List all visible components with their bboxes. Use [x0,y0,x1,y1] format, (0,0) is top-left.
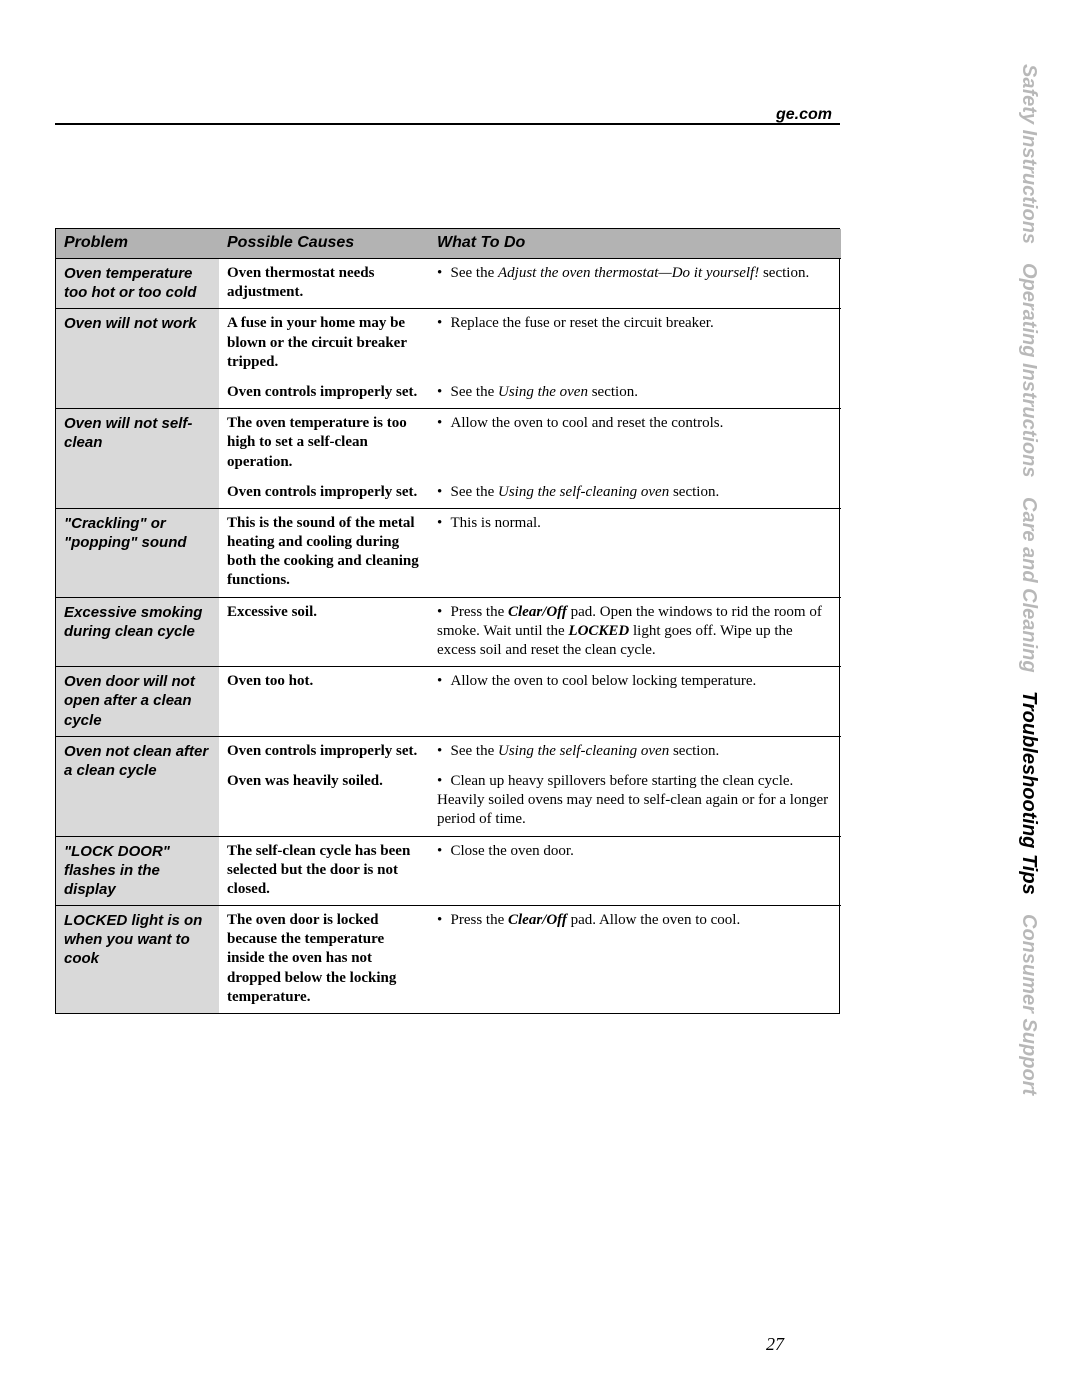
troubleshooting-table: Problem Possible Causes What To Do Oven … [56,229,841,1013]
problem-cell: "Crackling" or "popping" sound [56,508,219,597]
table-row: Oven temperature too hot or too coldOven… [56,259,841,309]
page: ge.com Safety Instructions Operating Inst… [0,0,1080,1397]
table-row: "Crackling" or "popping" soundThis is th… [56,508,841,597]
problem-cell: Excessive smoking during clean cycle [56,597,219,667]
table-row: Oven will not self-cleanThe oven tempera… [56,409,841,478]
header-url: ge.com [776,106,832,124]
troubleshooting-table-wrap: Problem Possible Causes What To Do Oven … [55,228,840,1014]
todo-cell: •This is normal. [429,508,841,597]
cause-cell: Excessive soil. [219,597,429,667]
page-number: 27 [0,1334,840,1355]
todo-cell: •Press the Clear/Off pad. Open the windo… [429,597,841,667]
col-header-causes: Possible Causes [219,229,429,259]
table-row: LOCKED light is on when you want to cook… [56,906,841,1013]
table-row: Excessive smoking during clean cycleExce… [56,597,841,667]
todo-cell: •Close the oven door. [429,836,841,906]
todo-cell: •Allow the oven to cool and reset the co… [429,409,841,478]
cause-cell: Oven too hot. [219,667,429,737]
side-tab: Troubleshooting Tips [1017,689,1040,897]
todo-cell: •Press the Clear/Off pad. Allow the oven… [429,906,841,1013]
cause-cell: A fuse in your home may be blown or the … [219,309,429,378]
problem-cell: Oven temperature too hot or too cold [56,259,219,309]
cause-cell: This is the sound of the metal heating a… [219,508,429,597]
problem-cell: "LOCK DOOR" flashes in the display [56,836,219,906]
cause-cell: Oven thermostat needs adjustment. [219,259,429,309]
todo-cell: •Replace the fuse or reset the circuit b… [429,309,841,378]
cause-cell: The oven temperature is too high to set … [219,409,429,478]
todo-cell: •See the Using the self-cleaning oven se… [429,736,841,767]
side-tab: Operating Instructions [1017,261,1040,479]
col-header-problem: Problem [56,229,219,259]
cause-cell: Oven was heavily soiled. [219,767,429,836]
todo-cell: •See the Using the self-cleaning oven se… [429,478,841,509]
table-row: Oven will not workA fuse in your home ma… [56,309,841,378]
side-tab: Consumer Support [1017,912,1040,1097]
todo-cell: •See the Using the oven section. [429,378,841,409]
table-row: "LOCK DOOR" flashes in the displayThe se… [56,836,841,906]
problem-cell: Oven will not self-clean [56,409,219,509]
cause-cell: Oven controls improperly set. [219,378,429,409]
todo-cell: •Clean up heavy spillovers before starti… [429,767,841,836]
todo-cell: •Allow the oven to cool below locking te… [429,667,841,737]
table-row: Oven door will not open after a clean cy… [56,667,841,737]
problem-cell: Oven door will not open after a clean cy… [56,667,219,737]
cause-cell: The self-clean cycle has been selected b… [219,836,429,906]
cause-cell: Oven controls improperly set. [219,736,429,767]
problem-cell: LOCKED light is on when you want to cook [56,906,219,1013]
todo-cell: •See the Adjust the oven thermostat—Do i… [429,259,841,309]
table-header-row: Problem Possible Causes What To Do [56,229,841,259]
problem-cell: Oven will not work [56,309,219,409]
cause-cell: The oven door is locked because the temp… [219,906,429,1013]
side-tabs: Safety Instructions Operating Instruction… [1017,62,1045,1164]
cause-cell: Oven controls improperly set. [219,478,429,509]
header-rule [55,123,840,125]
problem-cell: Oven not clean after a clean cycle [56,736,219,836]
side-tab: Care and Cleaning [1017,495,1040,675]
col-header-todo: What To Do [429,229,841,259]
side-tab: Safety Instructions [1017,62,1040,246]
table-row: Oven not clean after a clean cycleOven c… [56,736,841,767]
